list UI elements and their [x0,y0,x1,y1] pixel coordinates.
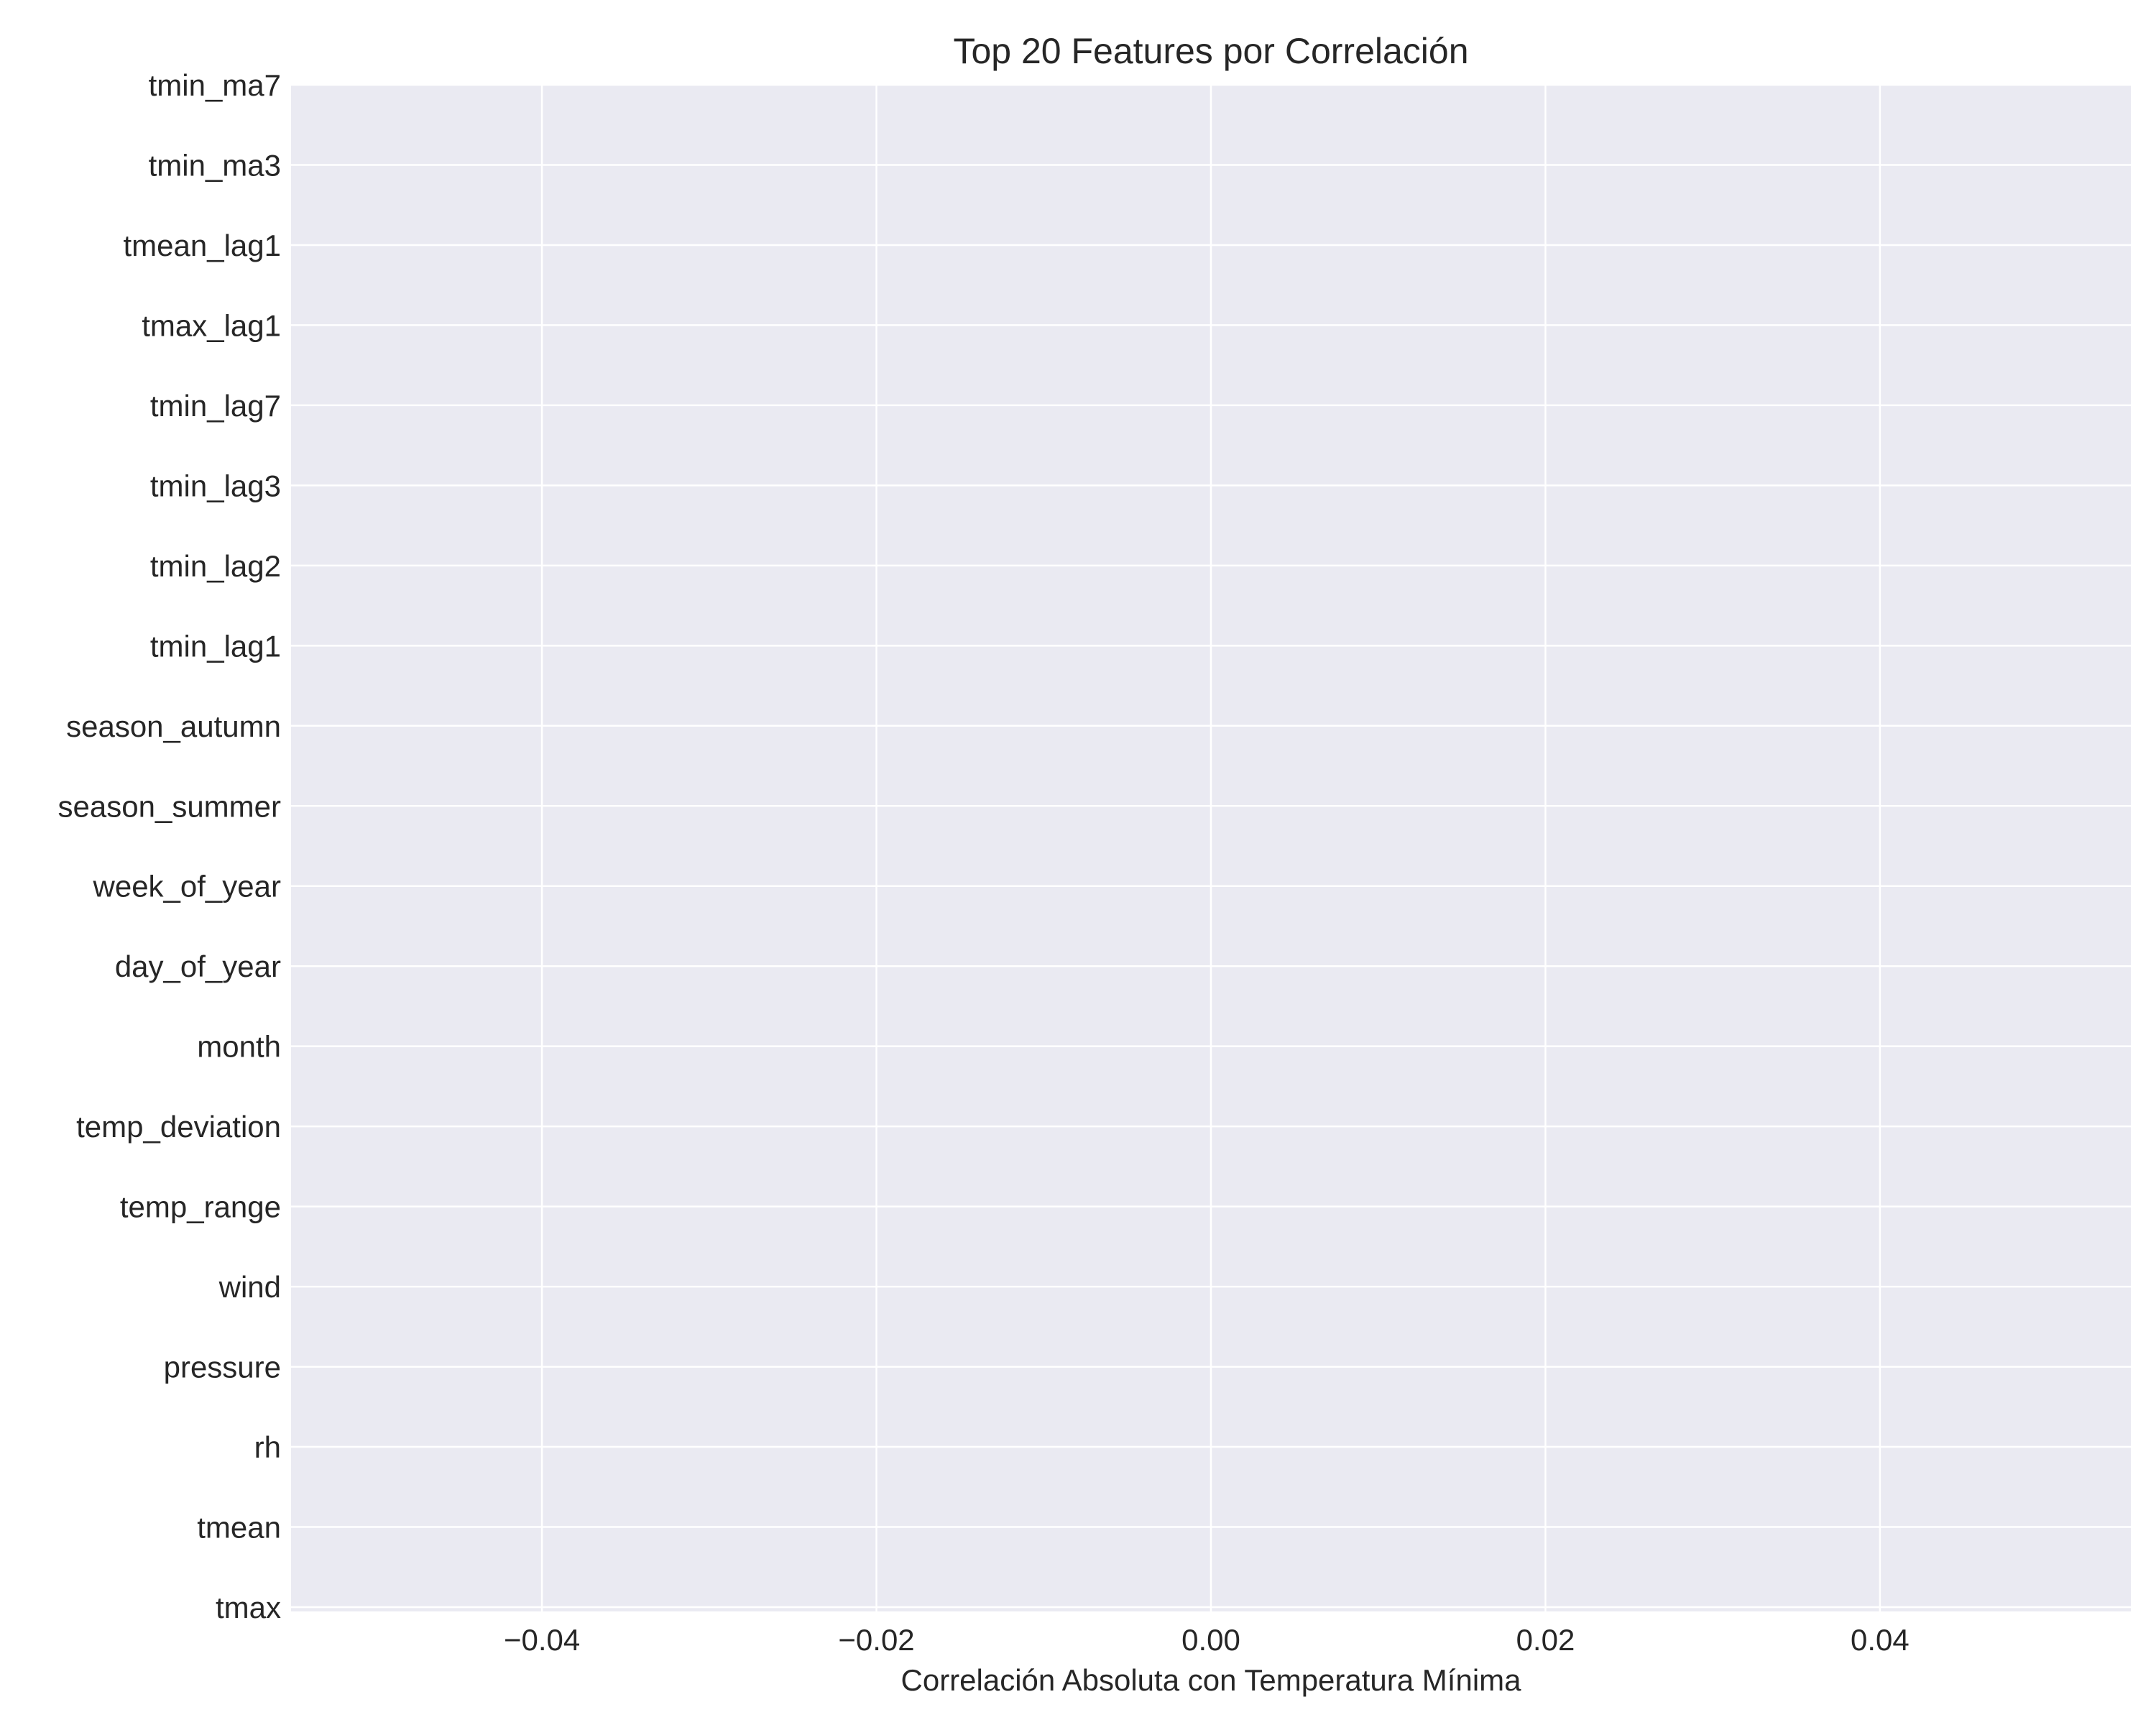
x-tick-label: −0.04 [504,1623,580,1657]
y-tick-label: week_of_year [93,870,282,903]
x-axis-label: Correlación Absoluta con Temperatura Mín… [901,1663,1522,1697]
y-tick-label: tmin_ma7 [149,68,281,102]
y-tick-label: tmin_lag1 [150,629,281,663]
y-tick-label: tmin_ma3 [149,148,281,182]
y-tick-label: tmax_lag1 [142,308,281,342]
y-tick-label: rh [254,1430,281,1464]
y-tick-label: pressure [164,1351,281,1384]
y-tick-label: tmin_lag3 [150,469,281,502]
y-tick-label: temp_range [120,1190,281,1224]
y-tick-label: season_summer [58,789,281,823]
x-axis-tick-labels: −0.04 −0.02 0.00 0.02 0.04 [504,1623,1909,1657]
x-tick-label: 0.02 [1516,1623,1575,1657]
plot-area [291,83,2131,1611]
x-tick-label: −0.02 [838,1623,914,1657]
y-axis-tick-labels: tmin_ma7 tmin_ma3 tmean_lag1 tmax_lag1 tmin_… [58,68,281,1624]
y-tick-label: tmean [197,1511,281,1545]
y-tick-label: tmin_lag2 [150,549,281,583]
y-tick-label: tmean_lag1 [124,229,282,262]
x-tick-label: 0.00 [1181,1623,1240,1657]
y-tick-label: wind [218,1270,281,1304]
y-tick-label: season_autumn [66,709,281,743]
y-tick-label: tmin_lag7 [150,389,281,423]
y-tick-label: day_of_year [115,949,281,983]
x-tick-label: 0.04 [1851,1623,1909,1657]
y-tick-label: month [197,1030,281,1064]
y-tick-label: tmax [216,1591,281,1624]
y-tick-label: temp_deviation [76,1110,281,1144]
chart-title: Top 20 Features por Correlación [953,31,1468,71]
